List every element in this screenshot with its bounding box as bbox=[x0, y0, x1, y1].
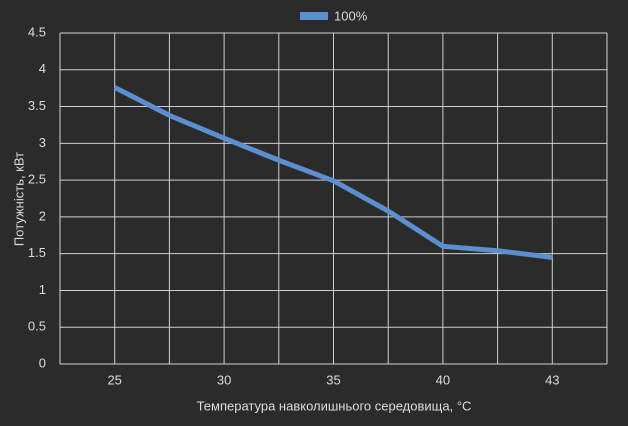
y-tick-label: 2.5 bbox=[28, 172, 46, 187]
x-tick-label: 35 bbox=[326, 372, 340, 387]
y-tick-label: 3.5 bbox=[28, 98, 46, 113]
y-tick-label: 3 bbox=[39, 135, 46, 150]
y-tick-label: 1 bbox=[39, 282, 46, 297]
y-tick-label: 4.5 bbox=[28, 24, 46, 39]
y-tick-label: 0 bbox=[39, 355, 46, 370]
x-tick-label: 43 bbox=[545, 372, 559, 387]
y-tick-label: 4 bbox=[39, 61, 46, 76]
y-tick-label: 0.5 bbox=[28, 319, 46, 334]
legend-label: 100% bbox=[334, 8, 368, 23]
y-tick-label: 2 bbox=[39, 208, 46, 223]
line bbox=[113, 85, 553, 260]
y-tick-label: 1.5 bbox=[28, 245, 46, 260]
x-axis-label: Температура навколишнього середовища, °C bbox=[197, 398, 472, 413]
legend-swatch bbox=[300, 12, 328, 20]
x-tick-label: 40 bbox=[436, 372, 450, 387]
x-tick-label: 30 bbox=[217, 372, 231, 387]
x-tick-label: 25 bbox=[107, 372, 121, 387]
y-axis-label: Потужність, кВт bbox=[11, 152, 26, 246]
